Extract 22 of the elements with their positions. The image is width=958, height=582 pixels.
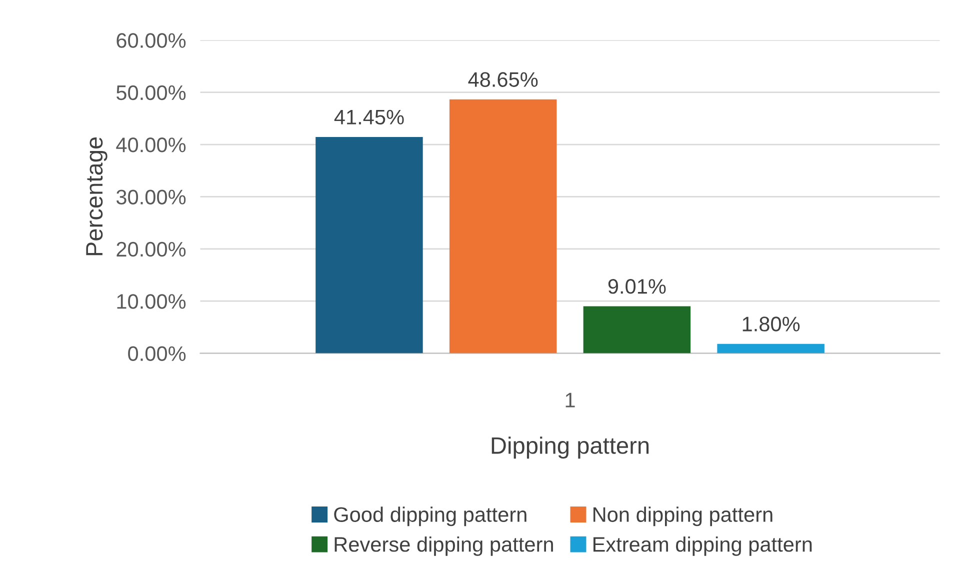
- y-tick-label: 30.00%: [116, 190, 186, 204]
- data-label: 48.65%: [468, 72, 538, 87]
- legend-label: Extream dipping pattern: [593, 536, 812, 556]
- y-tick-label: 20.00%: [116, 242, 186, 257]
- bar: [449, 99, 557, 354]
- legend-label: Non dipping pattern: [593, 506, 772, 526]
- x-axis-title: Dipping pattern: [492, 436, 649, 459]
- y-tick-label: 50.00%: [116, 85, 186, 100]
- data-label: 41.45%: [334, 110, 404, 125]
- legend-label: Good dipping pattern: [334, 506, 526, 526]
- y-axis-title: Percentage: [86, 137, 108, 256]
- bar: [717, 344, 824, 354]
- data-label: 9.01%: [608, 279, 666, 294]
- y-tick-label: 10.00%: [117, 294, 186, 309]
- legend-label: Reverse dipping pattern: [334, 536, 553, 556]
- y-tick-label: 0.00%: [128, 346, 186, 362]
- x-tick-label: 1: [566, 392, 575, 408]
- bar: [316, 136, 423, 354]
- y-tick-label: 40.00%: [116, 138, 186, 152]
- data-label: 1.80%: [742, 316, 800, 332]
- y-tick-label: 60.00%: [116, 33, 186, 48]
- bar: [583, 306, 691, 354]
